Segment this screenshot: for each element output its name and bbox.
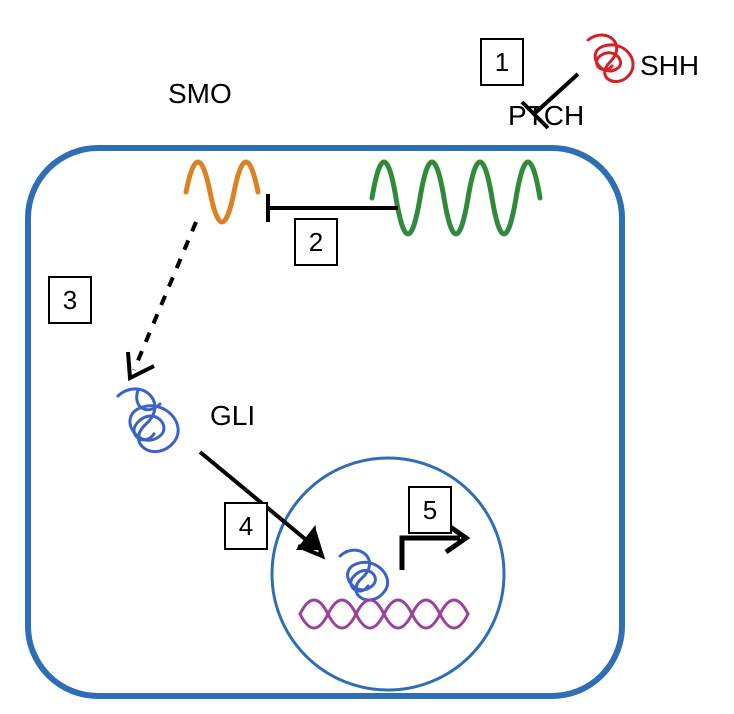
diagram-svg: GLI (dashed) --> nucleus --> [0, 0, 734, 714]
nucleus [272, 458, 504, 690]
arrow-3-smo-to-gli [128, 222, 196, 378]
step-box-5: 5 [408, 486, 452, 534]
step-number: 2 [309, 229, 323, 255]
step-number: 5 [423, 497, 437, 523]
smo-protein [186, 162, 258, 222]
step-number: 4 [239, 513, 253, 539]
step-box-4: 4 [224, 502, 268, 550]
step-box-2: 2 [294, 218, 338, 266]
step-number: 3 [63, 287, 77, 313]
gli-protein-cytoplasm [118, 389, 178, 452]
shh-protein [588, 35, 633, 82]
label-smo: SMO [168, 78, 232, 110]
step-box-1: 1 [480, 38, 524, 86]
diagram-canvas: GLI (dashed) --> nucleus --> SHH PTCH SM… [0, 0, 734, 714]
step-box-3: 3 [48, 276, 92, 324]
ptch-protein [372, 162, 540, 234]
label-shh: SHH [640, 50, 699, 82]
gli-protein-nucleus [340, 550, 388, 600]
label-gli: GLI [210, 400, 255, 432]
label-ptch: PTCH [508, 100, 584, 132]
dna-strand-2 [300, 600, 468, 628]
step-number: 1 [495, 49, 509, 75]
